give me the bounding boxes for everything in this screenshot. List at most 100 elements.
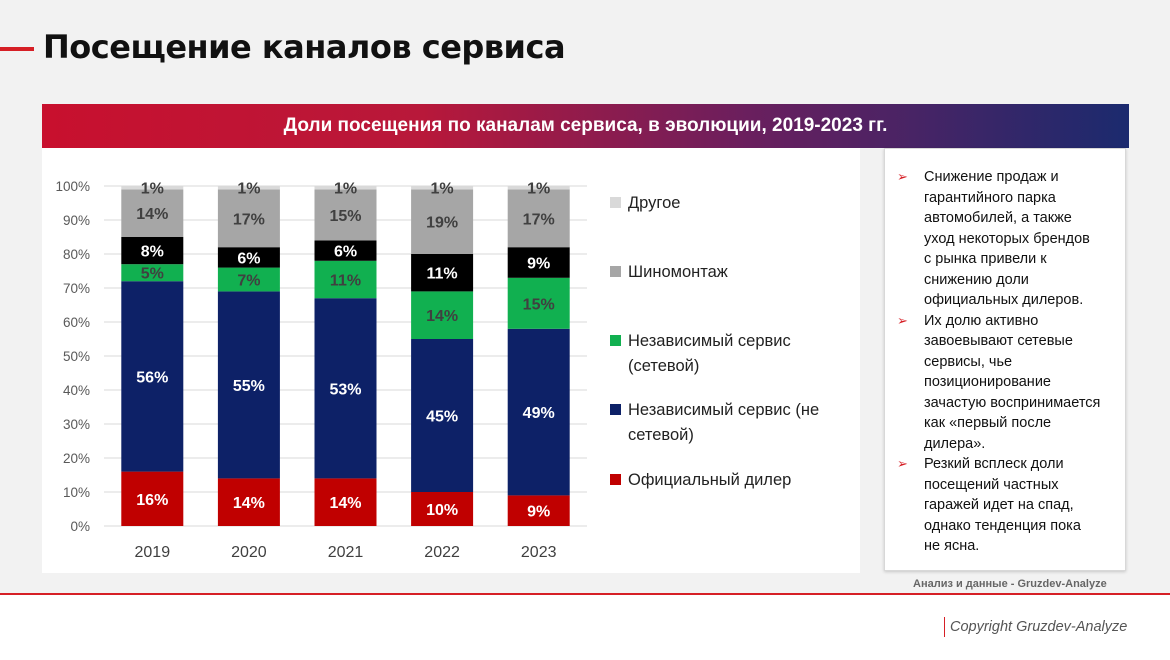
- chart-panel: 0% 10% 20% 30% 40% 50% 60% 70% 80% 90% 100% 16% 56% 5…: [42, 148, 860, 573]
- bar-segment: [121, 237, 184, 265]
- legend-item: Официальный дилер: [610, 468, 791, 493]
- arrow-bullet-icon: ➢: [897, 169, 908, 184]
- bar-segment: [217, 267, 280, 292]
- data-label: 14%: [233, 495, 265, 512]
- commentary-box: ➢ Снижение продаж и гарантийного парка авто…: [884, 148, 1126, 571]
- data-label: 15%: [523, 296, 555, 313]
- copyright: Copyright Gruzdev-Analyze: [944, 617, 1127, 637]
- bar-segment: [411, 254, 474, 292]
- y-tick-label: 100%: [55, 179, 90, 194]
- bar-segment: [314, 298, 377, 479]
- y-tick-label: 60%: [63, 315, 90, 330]
- legend-swatch: [610, 404, 621, 415]
- footer: Copyright Gruzdev-Analyze: [0, 593, 1170, 660]
- bar-segment: [411, 339, 474, 492]
- bar-segment: [121, 264, 184, 282]
- legend-label: Другое: [628, 194, 681, 212]
- legend-item: Независимый сервис (не сетевой): [610, 398, 819, 448]
- data-label: 1%: [527, 181, 550, 198]
- data-label: 1%: [237, 181, 260, 198]
- legend-swatch: [610, 335, 621, 346]
- data-label: 9%: [527, 504, 550, 521]
- bar-segment: [411, 492, 474, 526]
- arrow-bullet-icon: ➢: [897, 456, 908, 471]
- data-label: 17%: [523, 211, 555, 228]
- y-tick-label: 50%: [63, 349, 90, 364]
- x-tick-label: 2021: [328, 544, 364, 561]
- data-label: 56%: [136, 369, 168, 386]
- y-tick-label: 80%: [63, 247, 90, 262]
- y-tick-label: 0%: [70, 519, 90, 534]
- data-label: 9%: [527, 256, 550, 273]
- note-item: ➢ Их долю активно завоевывают сетевые серви…: [897, 311, 1115, 455]
- bar-segment: [121, 471, 184, 526]
- data-label: 49%: [523, 405, 555, 422]
- x-tick-label: 2019: [135, 544, 171, 561]
- stacked-bar-chart: 0% 10% 20% 30% 40% 50% 60% 70% 80% 90% 100% 16% 56% 5…: [55, 179, 587, 561]
- y-tick-label: 40%: [63, 383, 90, 398]
- data-label: 11%: [427, 266, 458, 283]
- data-label: 55%: [233, 378, 265, 395]
- bar-segment: [121, 189, 184, 237]
- data-label: 19%: [426, 215, 458, 232]
- bar-segment: [314, 186, 377, 190]
- x-tick-label: 2020: [231, 544, 267, 561]
- data-label: 10%: [426, 502, 458, 519]
- note-text: Снижение продаж и гарантийного парка автом…: [924, 169, 1090, 308]
- bar-segment: [121, 186, 184, 190]
- page-title: Посещение каналов сервиса: [43, 28, 566, 66]
- title-accent-line: [0, 47, 34, 51]
- data-label: 6%: [237, 250, 260, 267]
- y-tick-label: 90%: [63, 213, 90, 228]
- bar-segment: [314, 478, 377, 526]
- bar-segment: [507, 328, 570, 496]
- legend-label: Официальный дилер: [628, 471, 792, 489]
- legend-swatch: [610, 266, 621, 277]
- data-label: 17%: [233, 211, 265, 228]
- data-label: 45%: [426, 409, 458, 426]
- legend-swatch: [610, 474, 621, 485]
- banner-title: Доли посещения по каналам сервиса, в эво…: [283, 115, 888, 136]
- bar-segment: [217, 478, 280, 526]
- source-note: Анализ и данные - Gruzdev-Analyze: [913, 578, 1107, 590]
- bar-segment: [507, 189, 570, 248]
- data-label: 14%: [136, 206, 168, 223]
- note-item: ➢ Снижение продаж и гарантийного парка авто…: [897, 167, 1115, 311]
- data-label: 8%: [141, 244, 164, 261]
- bar-segment: [507, 186, 570, 190]
- legend-swatch: [610, 197, 621, 208]
- bar-segment: [217, 186, 280, 190]
- x-tick-label: 2023: [521, 544, 557, 561]
- note-item: ➢ Резкий всплеск доли посещений частных гар…: [897, 454, 1115, 557]
- y-tick-label: 70%: [63, 281, 90, 296]
- bar-segment: [217, 189, 280, 248]
- legend-label: Независимый сервис (сетевой): [628, 332, 791, 375]
- legend-label: Шиномонтаж: [628, 263, 728, 281]
- legend-item: Другое: [610, 191, 680, 216]
- bar-segment: [217, 247, 280, 268]
- bar-segment: [314, 240, 377, 261]
- x-tick-label: 2022: [424, 544, 460, 561]
- legend-item: Шиномонтаж: [610, 260, 728, 285]
- data-label: 16%: [136, 492, 168, 509]
- bar-segment: [314, 260, 377, 299]
- bar-segment: [411, 291, 474, 339]
- bar-segment: [507, 277, 570, 329]
- legend-label: Независимый сервис (не сетевой): [628, 401, 820, 444]
- y-tick-label: 30%: [63, 417, 90, 432]
- data-label: 11%: [330, 273, 361, 290]
- data-label: 53%: [329, 381, 361, 398]
- data-label: 6%: [334, 244, 357, 261]
- legend-item: Независимый сервис (сетевой): [610, 329, 791, 379]
- bar-segment: [411, 189, 474, 254]
- data-label: 14%: [426, 308, 458, 325]
- y-tick-label: 20%: [63, 451, 90, 466]
- arrow-bullet-icon: ➢: [897, 312, 908, 328]
- bar-segment: [507, 495, 570, 526]
- data-label: 7%: [237, 273, 260, 290]
- y-tick-label: 10%: [63, 485, 90, 500]
- bar-segment: [507, 247, 570, 278]
- bar-segment: [217, 291, 280, 479]
- bar-segment: [121, 281, 184, 472]
- chart-banner: Доли посещения по каналам сервиса, в эво…: [42, 104, 1129, 148]
